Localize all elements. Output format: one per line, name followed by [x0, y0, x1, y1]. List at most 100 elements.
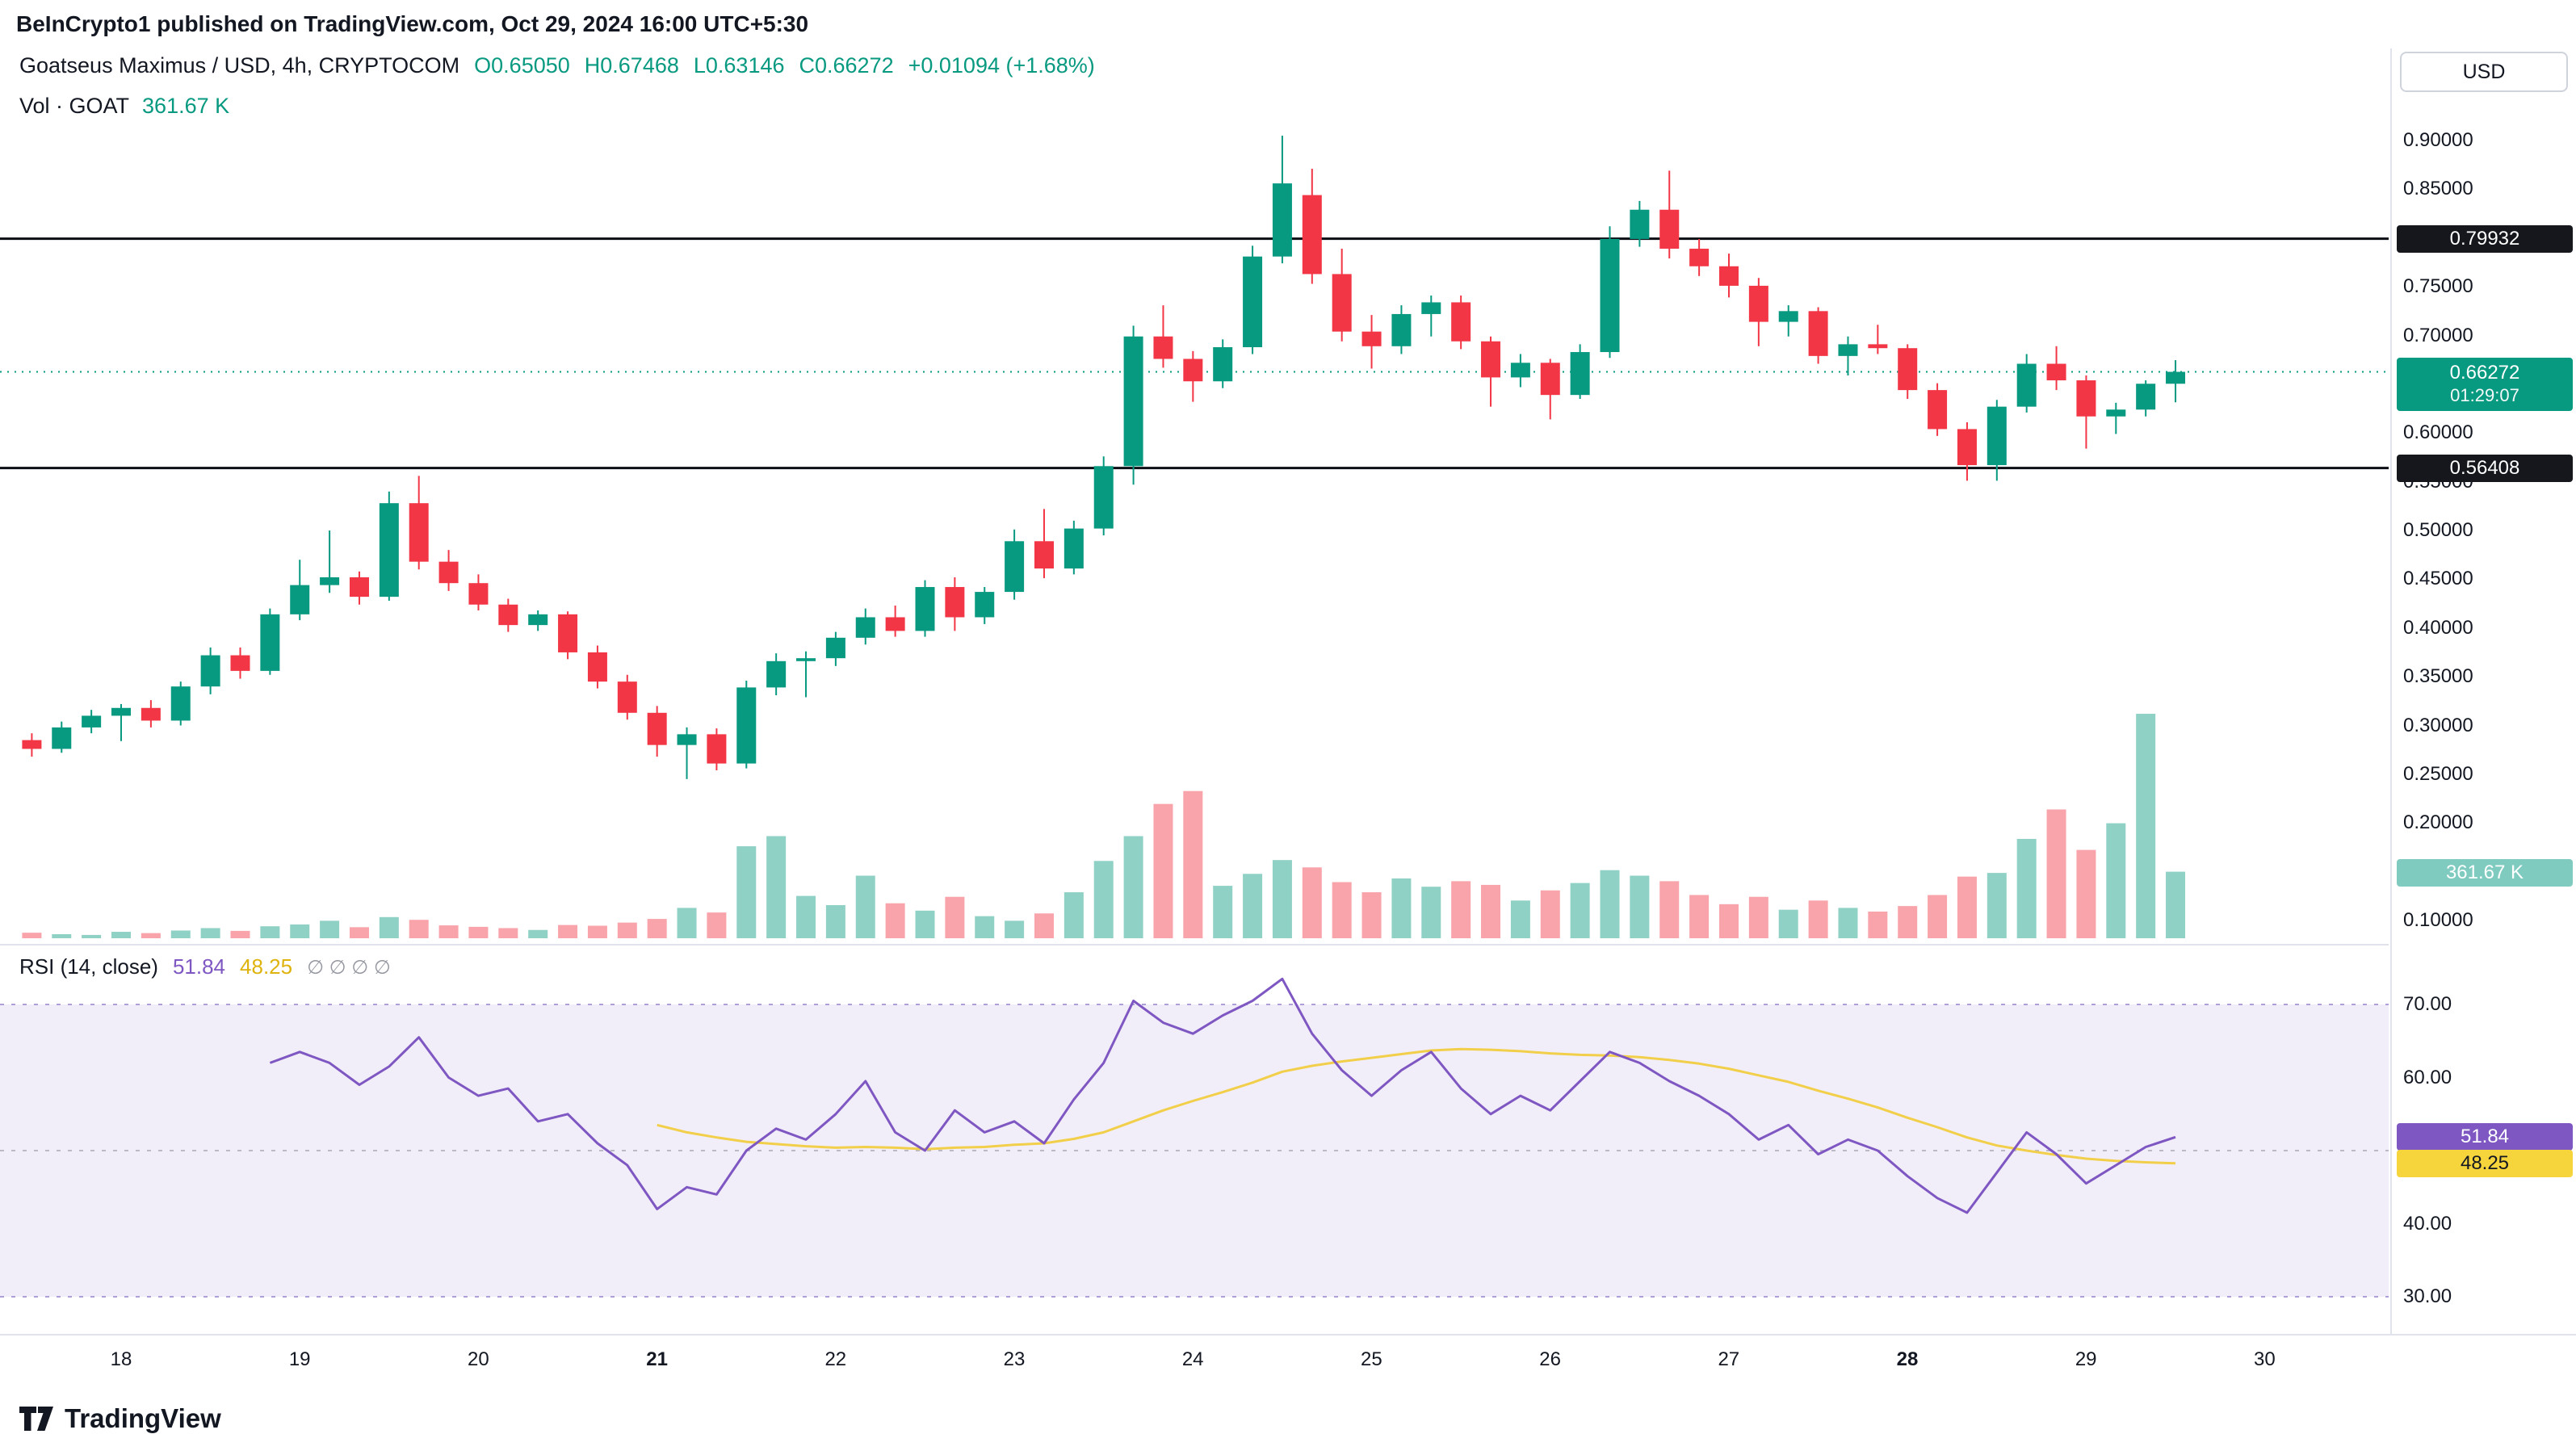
volume-bar	[1570, 883, 1590, 938]
volume-bar	[111, 932, 132, 938]
volume-bar	[320, 920, 340, 938]
price-axis-label: 0.70000	[2403, 324, 2473, 346]
candle-body	[1928, 390, 1948, 430]
volume-bar	[885, 903, 905, 938]
volume-bar	[141, 933, 161, 938]
candle-body	[766, 660, 787, 688]
price-axis-label: 0.85000	[2403, 178, 2473, 200]
ohlc-low: L0.63146	[693, 53, 785, 78]
ohlc-close: C0.66272	[799, 53, 894, 78]
tradingview-logo-icon[interactable]	[18, 1404, 55, 1433]
candle-body	[111, 707, 132, 716]
volume-bar	[2136, 714, 2156, 938]
volume-bar	[82, 934, 102, 938]
candle-body	[1272, 183, 1292, 257]
volume-bar	[498, 928, 518, 938]
price-axis-label: 0.35000	[2403, 665, 2473, 688]
symbol-legend[interactable]: Goatseus Maximus / USD, 4h, CRYPTOCOM O0…	[19, 53, 1095, 78]
volume-bar	[766, 836, 787, 938]
volume-bar	[349, 927, 369, 938]
volume-bar	[1361, 892, 1382, 938]
volume-axis-badge: 361.67 K	[2397, 858, 2573, 887]
price-axis-label: 0.75000	[2403, 275, 2473, 298]
volume-bar	[1183, 790, 1203, 938]
volume-bar	[855, 875, 875, 938]
volume-bar	[1748, 896, 1768, 938]
time-axis-label: 21	[646, 1348, 668, 1370]
tradingview-brand[interactable]: TradingView	[65, 1403, 221, 1433]
volume-bar	[1718, 904, 1739, 938]
currency-button[interactable]: USD	[2400, 52, 2568, 92]
candle-body	[200, 655, 220, 687]
volume-bar	[260, 926, 280, 938]
rsi-band	[0, 1004, 2389, 1297]
price-axis-label: 0.45000	[2403, 568, 2473, 590]
candle-body	[1748, 285, 1768, 322]
candle-body	[1510, 363, 1530, 378]
volume-bar	[915, 910, 935, 938]
volume-bar	[1332, 882, 1352, 938]
rsi-ma-axis-badge: 48.25	[2397, 1149, 2573, 1177]
time-axis[interactable]: 18 19 20 21 22 23 24 25 26 27 28 29 30	[0, 1334, 2576, 1384]
volume-bar	[707, 912, 727, 938]
candle-body	[558, 614, 578, 652]
ohlc-change: +0.01094 (+1.68%)	[908, 53, 1095, 78]
candle-body	[2106, 409, 2126, 417]
volume-legend[interactable]: Vol · GOAT 361.67 K	[19, 94, 229, 119]
price-axis[interactable]: USD 0.90000 0.85000 0.75000 0.70000 0.60000 0…	[2390, 48, 2576, 1334]
time-axis-label: 26	[1539, 1348, 1561, 1370]
candle-body	[230, 655, 250, 671]
symbol-title[interactable]: Goatseus Maximus / USD, 4h, CRYPTOCOM	[19, 53, 460, 78]
publisher-bar: BeInCrypto1 published on TradingView.com…	[0, 0, 2576, 48]
volume-bar	[528, 929, 548, 938]
candle-body	[1421, 302, 1441, 314]
volume-bar	[1064, 892, 1084, 938]
volume-bar	[379, 916, 399, 938]
volume-value: 361.67 K	[142, 94, 230, 118]
candle-body	[409, 503, 429, 562]
volume-bar	[1630, 875, 1650, 938]
candle-countdown: 01:29:07	[2450, 384, 2519, 405]
volume-bar	[1540, 890, 1560, 938]
volume-bar	[825, 904, 845, 938]
candle-body	[1957, 429, 1977, 466]
resistance-price-badge: 0.79932	[2397, 224, 2573, 253]
time-axis-label: 30	[2254, 1348, 2276, 1370]
volume-bar	[2016, 838, 2037, 938]
volume-bar	[468, 926, 489, 938]
time-axis-label: 20	[468, 1348, 489, 1370]
candle-body	[1123, 336, 1143, 467]
price-axis-label: 0.50000	[2403, 519, 2473, 541]
volume-bar	[200, 928, 220, 938]
rsi-label: RSI (14, close)	[19, 954, 158, 979]
volume-bar	[587, 925, 607, 938]
volume-bar	[290, 924, 310, 938]
volume-bar	[2166, 871, 2186, 938]
volume-bar	[1957, 876, 1977, 938]
candle-body	[1540, 363, 1560, 396]
rsi-line	[269, 977, 2176, 1214]
volume-bar	[438, 925, 459, 938]
candle-body	[379, 503, 399, 598]
candle-body	[290, 585, 310, 614]
volume-bar	[1153, 803, 1173, 938]
volume-bar	[1123, 836, 1143, 938]
time-axis-label: 28	[1896, 1348, 1919, 1370]
volume-bar	[1778, 909, 1798, 938]
candle-body	[1689, 249, 1710, 266]
rsi-axis-label: 70.00	[2403, 993, 2452, 1015]
candle-body	[22, 740, 42, 749]
price-axis-label: 0.20000	[2403, 811, 2473, 834]
candle-body	[320, 577, 340, 585]
candle-body	[617, 681, 637, 713]
candle-body	[468, 583, 489, 605]
rsi-axis-label: 40.00	[2403, 1212, 2452, 1235]
price-axis-label: 0.30000	[2403, 714, 2473, 736]
rsi-legend[interactable]: RSI (14, close) 51.84 48.25 ∅ ∅ ∅ ∅	[19, 954, 391, 979]
volume-bar	[1451, 881, 1471, 938]
chart-canvas[interactable]	[0, 48, 2389, 1334]
candle-body	[855, 617, 875, 638]
candle-body	[707, 734, 727, 764]
candle-body	[1838, 344, 1858, 356]
